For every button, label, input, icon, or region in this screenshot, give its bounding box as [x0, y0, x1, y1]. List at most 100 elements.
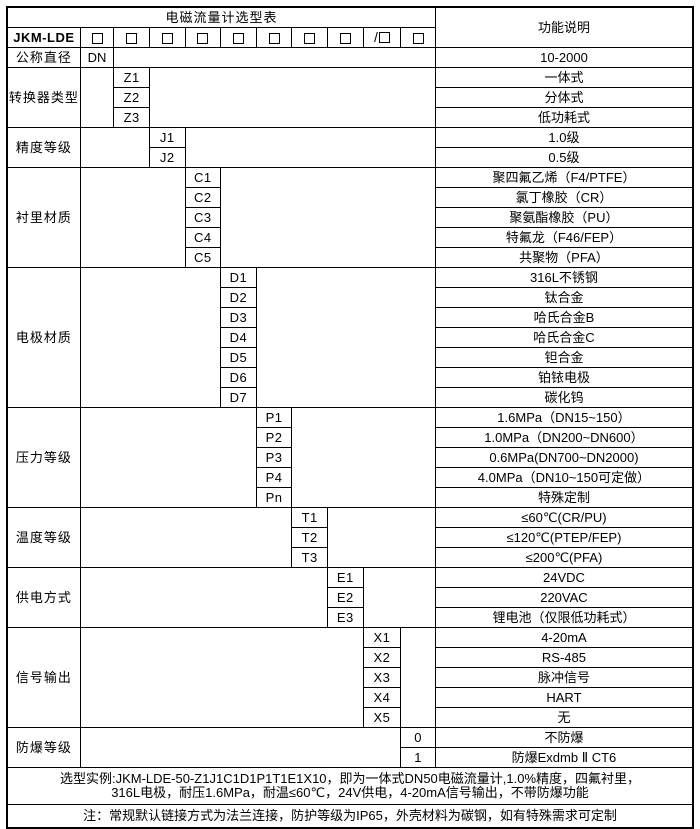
section-label-10: 防爆等级 [6, 727, 81, 768]
spacer-left-4 [79, 167, 186, 268]
model-code-label: JKM-LDE [6, 27, 81, 48]
section-label-3: 精度等级 [6, 127, 81, 168]
code-cell[interactable]: X5 [362, 707, 402, 728]
checkbox-icon[interactable] [339, 32, 351, 44]
code-box-10[interactable] [400, 27, 436, 48]
code-box-2[interactable] [113, 27, 150, 48]
section-label-8: 供电方式 [6, 567, 81, 628]
section-label-7: 温度等级 [6, 507, 81, 568]
code-cell[interactable]: Z3 [113, 107, 150, 128]
code-cell[interactable]: D3 [220, 307, 257, 328]
table-row: 电极材质 D1 316L不锈钢 [6, 267, 694, 408]
selection-example: 选型实例:JKM-LDE-50-Z1J1C1D1P1T1E1X10，即为一体式D… [6, 767, 694, 805]
code-cell[interactable]: Z1 [113, 67, 150, 88]
code-cell[interactable]: D5 [220, 347, 257, 368]
description-cell: 无 [434, 707, 694, 728]
table-row: 信号输出 X1 4-20mA [6, 627, 694, 728]
code-cell[interactable]: P3 [255, 447, 293, 468]
code-cell[interactable]: C2 [184, 187, 222, 208]
code-cell[interactable]: Z2 [113, 87, 150, 108]
code-cell[interactable]: T3 [291, 547, 328, 568]
code-cell[interactable]: X2 [362, 647, 402, 668]
spacer-right-4 [220, 167, 436, 268]
code-cell[interactable]: E2 [327, 587, 364, 608]
description-cell: 一体式 [434, 67, 694, 88]
code-box-8[interactable] [327, 27, 364, 48]
description-cell: HART [434, 687, 694, 708]
code-box-4[interactable] [184, 27, 222, 48]
slash-glyph: / [373, 29, 378, 46]
checkbox-icon[interactable] [412, 32, 424, 44]
table-row: E2 220VAC [7, 587, 694, 608]
description-cell: 哈氏合金B [434, 307, 694, 328]
code-cell[interactable]: C5 [184, 247, 222, 268]
code-cell[interactable]: P2 [255, 427, 293, 448]
checkbox-icon[interactable] [378, 32, 390, 44]
code-cell[interactable]: X3 [362, 667, 402, 688]
checkbox-icon[interactable] [197, 32, 209, 44]
code-cell[interactable]: 1 [400, 747, 436, 768]
spacer-right-6 [291, 407, 436, 508]
checkbox-icon[interactable] [304, 32, 316, 44]
description-cell: 1.6MPa（DN15~150） [434, 407, 694, 428]
description-cell: 铂铱电极 [434, 367, 694, 388]
description-cell: 脉冲信号 [434, 667, 694, 688]
table-row: Pn 特殊定制 [7, 487, 694, 508]
description-cell: 防爆Exdmb Ⅱ CT6 [434, 747, 694, 768]
checkbox-icon[interactable] [268, 32, 280, 44]
spacer-left-2 [79, 67, 115, 128]
description-cell: 钛合金 [434, 287, 694, 308]
code-cell[interactable]: D4 [220, 327, 257, 348]
description-cell: RS-485 [434, 647, 694, 668]
code-box-1[interactable] [79, 27, 115, 48]
code-cell[interactable]: X4 [362, 687, 402, 708]
description-cell: 氯丁橡胶（CR） [434, 187, 694, 208]
description-cell: 1.0级 [434, 127, 694, 148]
code-cell[interactable]: T1 [291, 507, 328, 528]
code-cell[interactable]: D6 [220, 367, 257, 388]
code-cell[interactable]: D7 [220, 387, 257, 408]
code-box-9[interactable]: / [362, 27, 402, 48]
spacer-right-2 [148, 67, 436, 128]
code-cell[interactable]: 0 [400, 727, 436, 748]
description-cell: 220VAC [434, 587, 694, 608]
spacer-right-9 [400, 627, 436, 728]
spacer-left-6 [79, 407, 257, 508]
code-box-3[interactable] [148, 27, 186, 48]
code-cell[interactable]: P4 [255, 467, 293, 488]
code-cell[interactable]: C1 [184, 167, 222, 188]
code-cell[interactable]: J1 [148, 127, 186, 148]
code-cell[interactable]: D2 [220, 287, 257, 308]
example-line-2: 316L电极，耐压1.6MPa，耐温≤60℃，24V供电，4-20mA信号输出，… [111, 785, 589, 800]
code-box-7[interactable] [291, 27, 328, 48]
description-cell: 低功耗式 [434, 107, 694, 128]
code-cell[interactable]: E1 [327, 567, 364, 588]
code-cell[interactable]: D1 [220, 267, 257, 288]
checkbox-icon[interactable] [232, 32, 244, 44]
code-cell[interactable]: X1 [362, 627, 402, 648]
table-row: 压力等级 P1 1.6MPa（DN15~150） [6, 407, 694, 508]
spacer-right-3 [184, 127, 436, 168]
section-label-2: 转换器类型 [6, 67, 81, 128]
code-cell[interactable]: Pn [255, 487, 293, 508]
spacer-right-5 [255, 267, 436, 408]
code-cell[interactable]: P1 [255, 407, 293, 428]
code-cell[interactable]: T2 [291, 527, 328, 548]
checkbox-icon[interactable] [126, 32, 138, 44]
footer-example-row: 选型实例:JKM-LDE-50-Z1J1C1D1P1T1E1X10，即为一体式D… [6, 767, 694, 805]
table-row: 精度等级 J1 1.0级 [6, 127, 694, 168]
code-box-6[interactable] [255, 27, 293, 48]
code-cell[interactable]: J2 [148, 147, 186, 168]
checkbox-icon[interactable] [161, 32, 173, 44]
code-box-5[interactable] [220, 27, 257, 48]
spacer-right-7 [327, 507, 436, 568]
checkbox-icon[interactable] [91, 32, 103, 44]
footer-note-row: 注：常规默认链接方式为法兰连接，防护等级为IP65，外壳材料为碳钢，如有特殊需求… [6, 804, 694, 829]
table-row: C5 共聚物（PFA） [7, 247, 694, 268]
code-cell[interactable]: E3 [327, 607, 364, 628]
code-cell[interactable]: C3 [184, 207, 222, 228]
page-title: 电磁流量计选型表 [6, 6, 436, 28]
description-cell: ≤200℃(PFA) [434, 547, 694, 568]
section-label-1: 公称直径 [6, 47, 81, 68]
code-cell[interactable]: C4 [184, 227, 222, 248]
